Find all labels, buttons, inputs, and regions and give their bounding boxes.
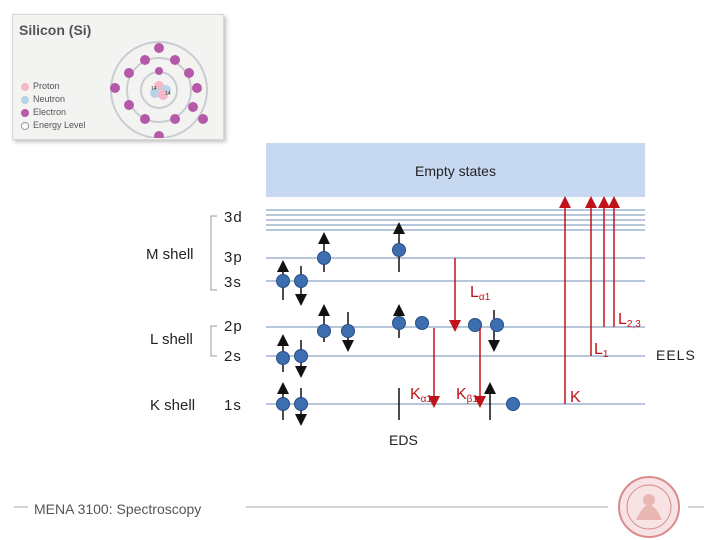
proton-icon — [21, 82, 29, 91]
legend-electron-label: Electron — [33, 107, 67, 117]
electron-spheres — [276, 243, 520, 411]
legend-energy-level-label: Energy Level — [33, 120, 86, 130]
m-shell-label: M shell — [146, 246, 194, 263]
silicon-atom-illustration: 14 14 — [110, 41, 208, 138]
l-alpha-label: Lα1 — [470, 284, 490, 303]
orbital-3d-label: 3d — [224, 209, 243, 226]
k-shell-label: K shell — [150, 397, 196, 414]
orbital-1s-label: 1s — [224, 397, 242, 414]
l-shell-bracket — [210, 325, 217, 357]
orbital-3p-label: 3p — [224, 249, 243, 266]
k-beta-main: K — [456, 386, 467, 403]
energy-level-icon — [21, 121, 29, 130]
legend-proton: Proton — [21, 81, 60, 91]
l-shell-label: L shell — [150, 331, 193, 348]
legend-energy-level: Energy Level — [21, 120, 86, 130]
k-alpha-main: K — [410, 386, 421, 403]
legend-proton-label: Proton — [33, 81, 60, 91]
l23-sub: 2,3 — [626, 319, 641, 330]
l-alpha-sub: α1 — [478, 292, 491, 303]
shell-brackets — [210, 215, 217, 357]
orbital-3s-label: 3s — [224, 274, 242, 291]
k-alpha-sub: α1 — [420, 394, 433, 405]
l23-label: L2,3 — [618, 311, 641, 330]
transition-arrows — [428, 196, 620, 408]
orbital-2s-label: 2s — [224, 348, 242, 365]
nucleus-protons-label: 14 — [151, 86, 157, 92]
k-alpha-label: Kα1 — [410, 386, 432, 405]
legend-electron: Electron — [21, 107, 66, 117]
legend-neutron-label: Neutron — [33, 94, 66, 104]
electrons — [110, 43, 208, 138]
orbital-2p-label: 2p — [224, 318, 243, 335]
electron-icon — [21, 108, 29, 117]
l1-label: L1 — [594, 341, 608, 360]
footer-title: MENA 3100: Spectroscopy — [34, 501, 202, 517]
k-beta-sub: β1 — [466, 394, 478, 405]
l-alpha-main: L — [470, 284, 479, 301]
m-shell-bracket — [210, 215, 217, 291]
l23-main: L — [618, 311, 627, 328]
empty-states-band: Empty states — [266, 143, 645, 197]
neutron-icon — [21, 95, 29, 104]
l1-sub: 1 — [602, 349, 609, 360]
silicon-atom-card: Silicon (Si) 14 14 Proton Neutron Electr… — [12, 14, 224, 140]
silicon-title: Silicon (Si) — [19, 22, 92, 38]
empty-states-label: Empty states — [415, 163, 496, 179]
k-beta-label: Kβ1 — [456, 386, 478, 405]
nucleus-neutrons-label: 14 — [165, 91, 171, 97]
l1-main: L — [594, 341, 603, 358]
k-edge-label: K — [570, 389, 581, 406]
eels-label: EELS — [656, 347, 696, 363]
legend-neutron: Neutron — [21, 94, 65, 104]
university-seal — [618, 476, 680, 538]
eds-label: EDS — [389, 432, 418, 448]
